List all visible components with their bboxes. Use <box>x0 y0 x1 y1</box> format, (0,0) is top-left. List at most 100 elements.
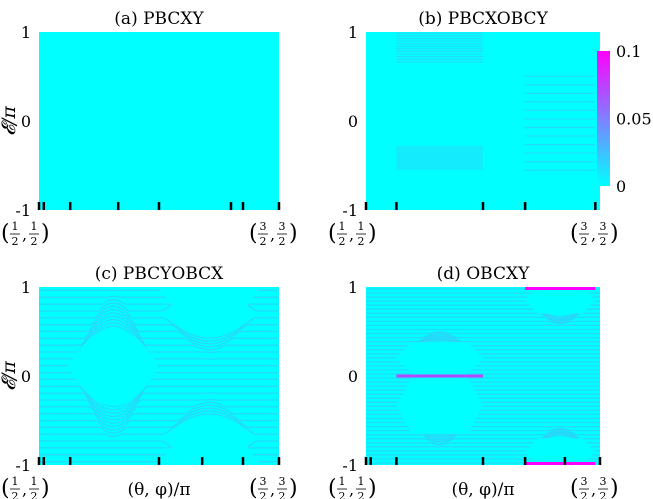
comma: , <box>349 225 354 244</box>
gap-region-1 <box>396 377 483 434</box>
level-line <box>39 318 279 351</box>
frac-den: 2 <box>339 235 346 248</box>
x-tick-label: (32, 32) <box>249 475 298 499</box>
x-axis-label: (θ, φ)/π <box>451 480 514 499</box>
comma: , <box>270 225 275 244</box>
y-tick-label: 0 <box>21 112 31 131</box>
paren-close: ) <box>289 476 298 499</box>
energy-band-0 <box>396 32 483 63</box>
level-line <box>366 373 600 387</box>
paren-close: ) <box>368 476 377 499</box>
panel-background <box>39 32 279 210</box>
comma: , <box>591 480 596 499</box>
level-line <box>39 315 279 348</box>
paren-open: ( <box>1 476 10 499</box>
colorbar-tick-label: 0 <box>616 177 626 196</box>
panel-title: (b) PBCXOBCY <box>418 9 548 29</box>
frac-num: 3 <box>260 475 267 488</box>
level-line <box>39 410 279 434</box>
level-line <box>366 335 600 347</box>
level-line <box>366 332 600 339</box>
level-line <box>366 316 600 323</box>
frac-num: 3 <box>581 220 588 233</box>
frac-num: 3 <box>260 220 267 233</box>
level-line <box>39 312 279 345</box>
level-line <box>366 320 600 325</box>
level-line <box>366 433 600 448</box>
frac-num: 1 <box>339 475 346 488</box>
frac-num: 1 <box>358 220 365 233</box>
paren-close: ) <box>41 476 50 499</box>
x-tick-label: (12, 12) <box>328 475 377 499</box>
frac-num: 3 <box>279 220 286 233</box>
colorbar-tick-label: 0.05 <box>616 110 652 129</box>
level-line <box>39 399 279 421</box>
level-line <box>366 425 600 439</box>
y-tick-label: 0 <box>348 112 358 131</box>
level-line <box>39 308 279 342</box>
level-line <box>366 454 600 465</box>
level-line <box>366 427 600 441</box>
frac-num: 3 <box>600 475 607 488</box>
paren-open: ( <box>570 221 579 246</box>
frac-den: 2 <box>581 490 588 499</box>
x-tick-label: (12, 12) <box>1 220 50 248</box>
comma: , <box>591 225 596 244</box>
y-tick-label: 1 <box>21 23 31 42</box>
comma: , <box>22 480 27 499</box>
level-line <box>366 287 600 290</box>
frac-num: 1 <box>339 220 346 233</box>
level-line <box>366 429 600 442</box>
paren-close: ) <box>368 221 377 246</box>
paren-close: ) <box>610 221 619 246</box>
frac-den: 2 <box>358 490 365 499</box>
y-tick-label: -1 <box>15 201 31 220</box>
level-line <box>366 432 600 446</box>
level-line <box>366 430 600 444</box>
energy-levels <box>39 287 279 465</box>
frac-den: 2 <box>581 235 588 248</box>
frac-den: 2 <box>260 490 267 499</box>
panel-title: (a) PBCXY <box>114 9 204 29</box>
panel-b: (b) PBCXOBCY-101(12, 12)(32, 32) <box>328 9 619 248</box>
frac-den: 2 <box>31 490 38 499</box>
frac-den: 2 <box>12 235 19 248</box>
paren-open: ( <box>1 221 10 246</box>
y-tick-label: 0 <box>21 367 31 386</box>
level-line <box>366 421 600 437</box>
level-line <box>366 304 600 319</box>
gap-region-1 <box>159 287 260 329</box>
paren-open: ( <box>249 221 258 246</box>
paren-open: ( <box>328 476 337 499</box>
frac-num: 1 <box>31 220 38 233</box>
frac-num: 3 <box>581 475 588 488</box>
gap-region-3 <box>525 438 596 465</box>
level-line <box>39 392 279 418</box>
comma: , <box>270 480 275 499</box>
x-tick-label: (12, 12) <box>328 220 377 248</box>
level-line <box>366 375 600 391</box>
level-line <box>366 312 600 322</box>
level-line <box>366 308 600 320</box>
level-line <box>366 434 600 452</box>
frac-den: 2 <box>279 235 286 248</box>
comma: , <box>22 225 27 244</box>
frac-den: 2 <box>31 235 38 248</box>
frac-num: 3 <box>600 220 607 233</box>
colorbar: 0 0.05 0.1 <box>597 42 652 196</box>
paren-open: ( <box>249 476 258 499</box>
frac-num: 3 <box>279 475 286 488</box>
y-tick-label: -1 <box>15 456 31 475</box>
x-tick-label: (32, 32) <box>249 220 298 248</box>
paren-close: ) <box>289 221 298 246</box>
y-tick-label: -1 <box>342 456 358 475</box>
y-tick-label: 1 <box>348 278 358 297</box>
level-line <box>366 300 600 318</box>
colorbar-tick-label: 0.1 <box>616 42 641 61</box>
level-line <box>366 366 600 376</box>
level-line <box>366 331 600 335</box>
x-tick-label: (32, 32) <box>570 220 619 248</box>
level-line <box>39 385 279 414</box>
level-line <box>366 370 600 379</box>
